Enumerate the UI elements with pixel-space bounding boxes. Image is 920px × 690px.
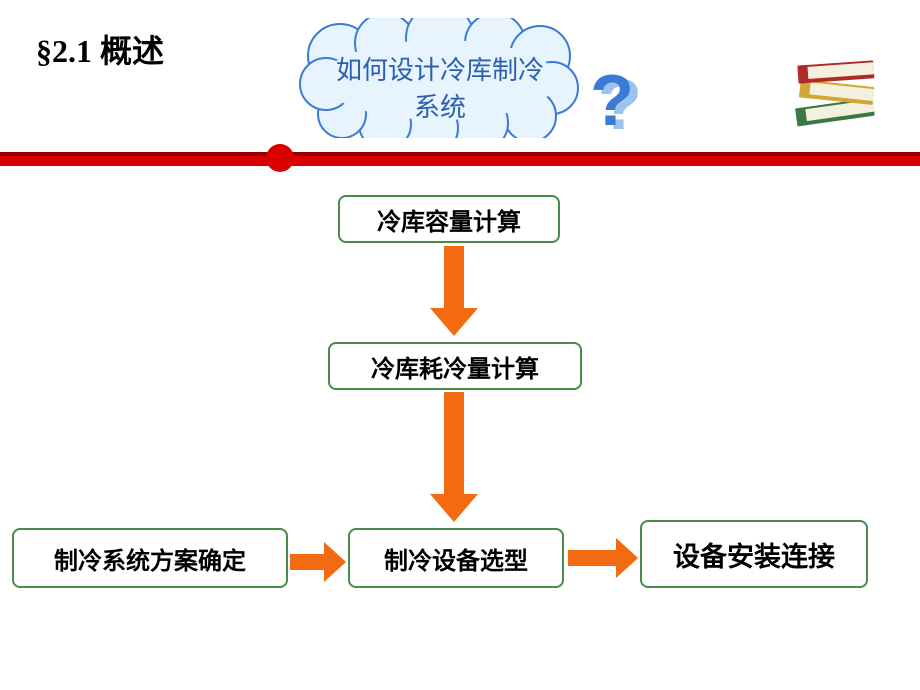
arrow-4 xyxy=(568,538,638,578)
question-mark-icon: ? xyxy=(590,65,634,137)
thought-cloud: 如何设计冷库制冷 系统 xyxy=(290,18,590,138)
box-scheme: 制冷系统方案确定 xyxy=(12,528,288,588)
arrow-1 xyxy=(430,246,478,336)
box-capacity: 冷库容量计算 xyxy=(338,195,560,243)
cloud-text-line1: 如何设计冷库制冷 xyxy=(290,18,590,87)
box-install: 设备安装连接 xyxy=(640,520,868,588)
arrow-2 xyxy=(430,392,478,522)
box-equipment: 制冷设备选型 xyxy=(348,528,564,588)
box-cold-load: 冷库耗冷量计算 xyxy=(328,342,582,390)
cloud-text-line2: 系统 xyxy=(290,87,590,124)
rule-red xyxy=(0,156,920,166)
books-icon xyxy=(780,45,890,140)
rule-dot xyxy=(266,144,294,172)
arrow-3 xyxy=(290,542,346,582)
page-title: §2.1 概述 xyxy=(36,26,164,72)
